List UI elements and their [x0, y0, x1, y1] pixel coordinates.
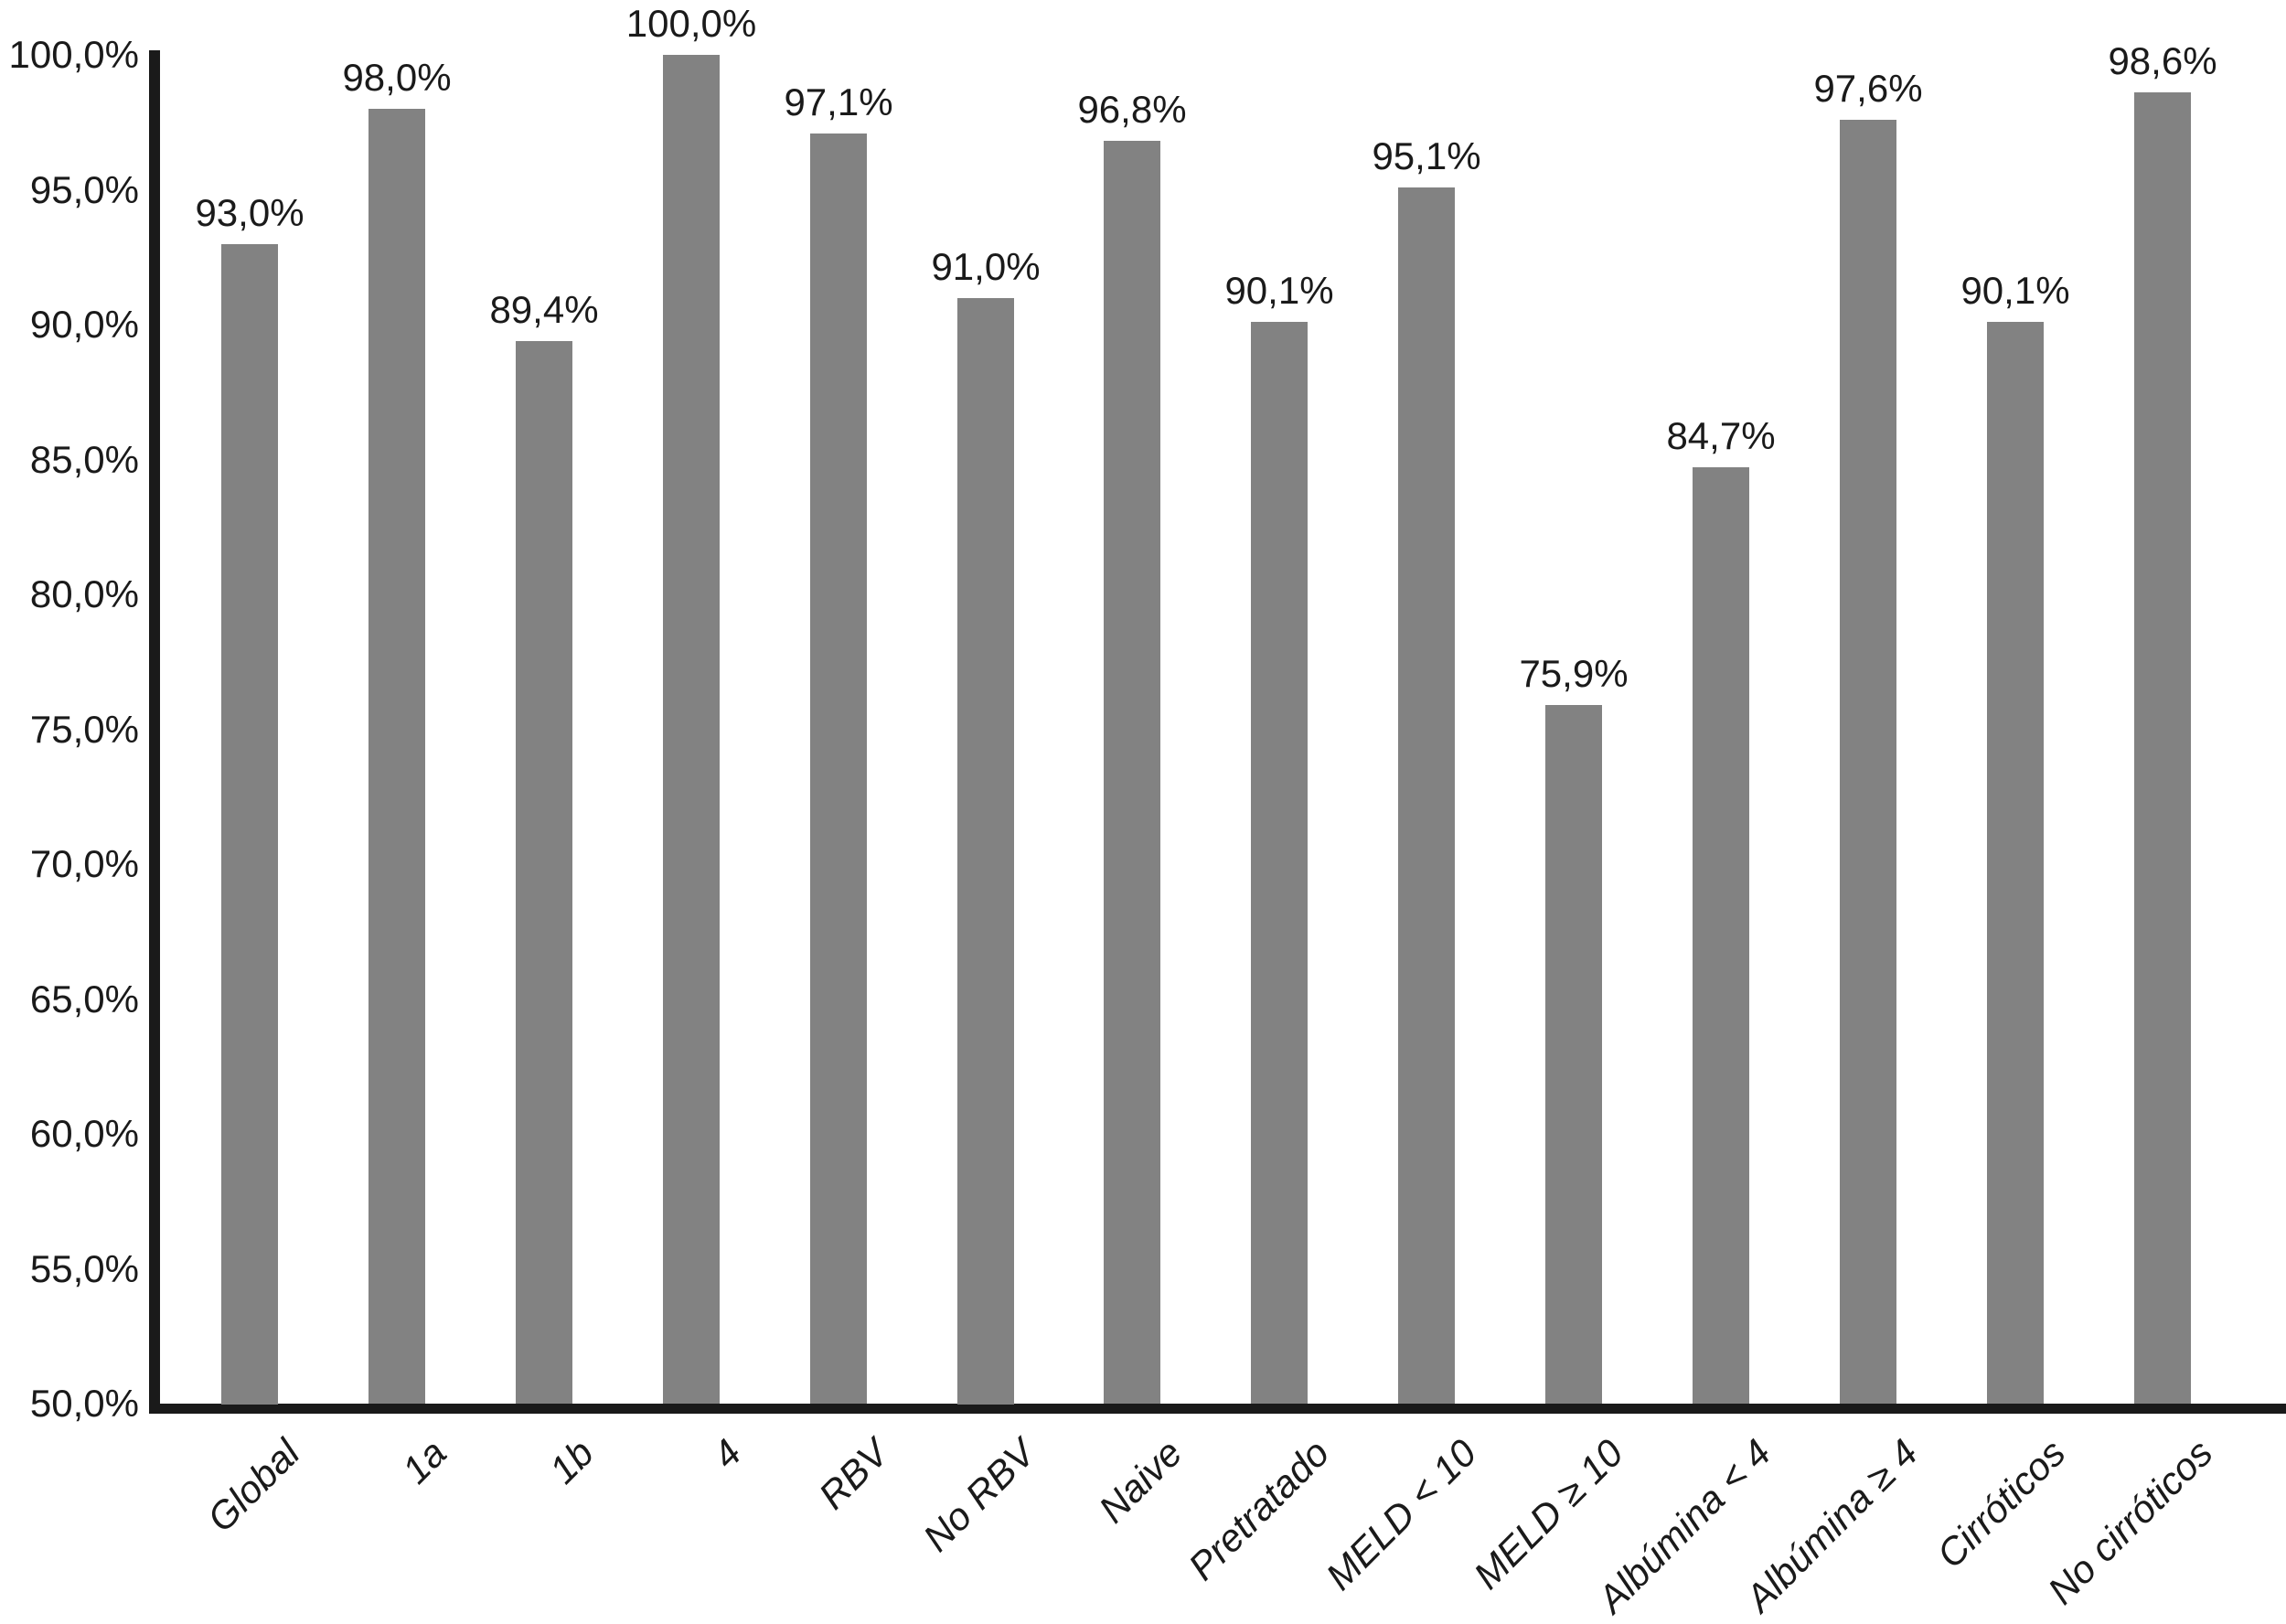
bar-value-label: 95,1%	[1372, 134, 1481, 177]
x-category-label: Pretratado	[1180, 1431, 1338, 1588]
y-tick-label: 80,0%	[29, 572, 139, 615]
y-tick-label: 85,0%	[29, 438, 139, 481]
x-axis-line	[149, 1404, 2286, 1414]
y-tick-label: 70,0%	[29, 842, 139, 885]
bar	[1987, 322, 2044, 1404]
bar-value-label: 84,7%	[1666, 414, 1776, 457]
bar	[810, 134, 867, 1404]
bar	[221, 244, 278, 1405]
x-category-label: 4	[703, 1431, 750, 1477]
bar	[369, 109, 425, 1404]
bar	[1104, 141, 1160, 1404]
x-category-label: No RBV	[914, 1431, 1044, 1560]
bar-value-label: 100,0%	[625, 2, 757, 45]
bar-value-label: 93,0%	[195, 191, 304, 234]
y-axis-line	[149, 50, 160, 1414]
bar-value-label: 96,8%	[1077, 88, 1187, 131]
y-tick-label: 75,0%	[29, 708, 139, 751]
y-tick-label: 50,0%	[29, 1382, 139, 1425]
y-tick-label: 100,0%	[8, 33, 139, 76]
x-category-label: Naive	[1090, 1431, 1191, 1532]
bar	[1251, 322, 1308, 1404]
y-tick-label: 60,0%	[29, 1112, 139, 1155]
bar-value-label: 91,0%	[931, 245, 1041, 288]
bar	[1545, 705, 1602, 1404]
bar	[2134, 92, 2191, 1404]
x-category-label: Cirróticos	[1928, 1431, 2074, 1576]
bar-value-label: 97,6%	[1813, 67, 1923, 110]
bar	[1693, 467, 1749, 1404]
y-tick-label: 95,0%	[29, 168, 139, 211]
bar-value-label: 90,1%	[1960, 269, 2070, 312]
bar-value-label: 75,9%	[1519, 652, 1629, 695]
bar	[957, 298, 1014, 1405]
x-category-label: 1a	[393, 1431, 455, 1492]
y-tick-label: 90,0%	[29, 303, 139, 346]
bar-value-label: 98,6%	[2108, 39, 2217, 82]
bar	[516, 341, 572, 1404]
bar	[1398, 187, 1455, 1404]
x-category-label: 1b	[540, 1431, 603, 1492]
bar-value-label: 90,1%	[1224, 269, 1334, 312]
x-category-label: Global	[198, 1431, 308, 1541]
bar	[1840, 120, 1896, 1404]
bar-value-label: 98,0%	[342, 56, 452, 99]
bar-value-label: 89,4%	[489, 288, 599, 331]
bar-value-label: 97,1%	[784, 80, 893, 123]
y-tick-label: 55,0%	[29, 1247, 139, 1290]
x-category-label: MELD < 10	[1317, 1431, 1485, 1598]
bar	[663, 55, 720, 1404]
x-category-label: RBV	[809, 1431, 897, 1518]
y-tick-label: 65,0%	[29, 978, 139, 1020]
